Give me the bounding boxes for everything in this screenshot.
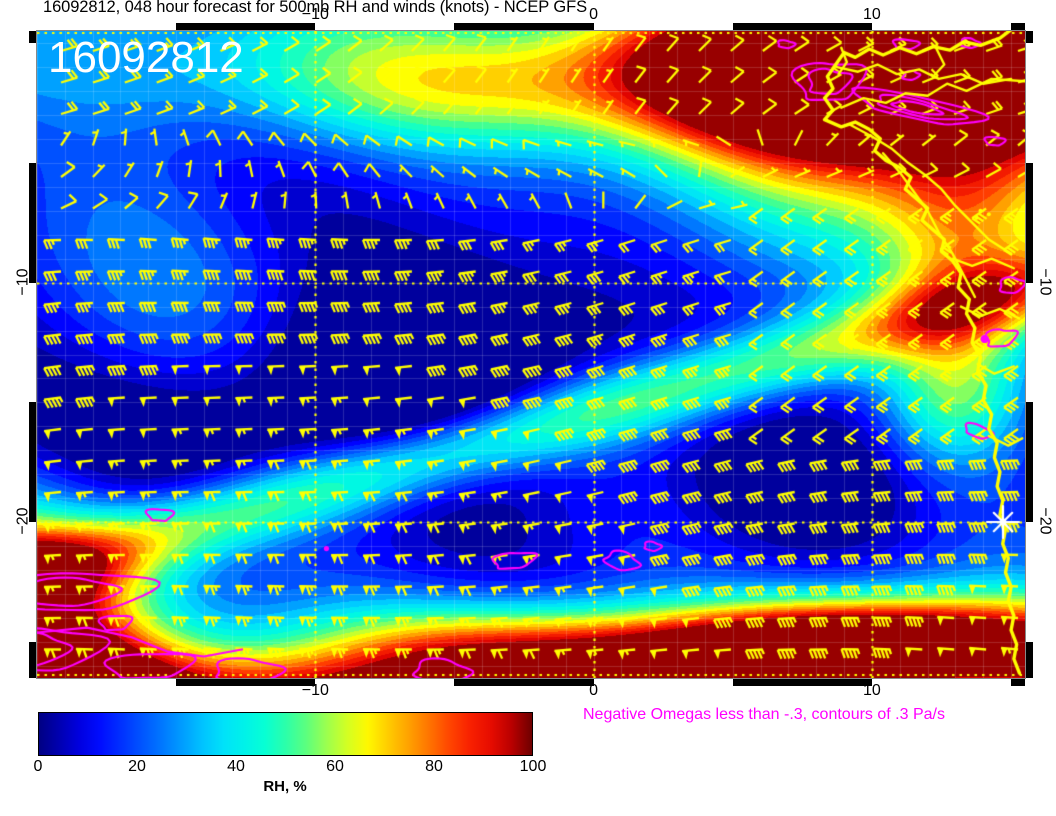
chart-title: 16092812, 048 hour forecast for 500mb RH… — [43, 0, 587, 16]
y-axis-tick-label: −10 — [1036, 268, 1054, 296]
axis-tick-bar — [37, 679, 177, 686]
plot-area — [37, 31, 1025, 678]
axis-tick-bar — [315, 679, 455, 686]
axis-tick-bar — [1026, 522, 1033, 643]
axis-tick-bar — [732, 679, 872, 686]
colorbar-tick-labels: 0 20 40 60 80 100 — [0, 758, 1056, 780]
axis-tick-bar — [732, 23, 872, 30]
colorbar-tick-20: 20 — [128, 758, 146, 775]
colorbar-axis-label: RH, % — [263, 778, 307, 795]
axis-tick-bar — [176, 23, 316, 30]
axis-tick-bar — [37, 23, 177, 30]
axis-tick-bar — [871, 679, 1012, 686]
colorbar-tick-100: 100 — [519, 758, 547, 775]
axis-tick-bar — [176, 679, 316, 686]
x-axis-tick-label: 0 — [589, 682, 599, 699]
axis-tick-bar — [29, 402, 36, 523]
axis-tick-bar — [593, 23, 733, 30]
x-axis-tick-label: 10 — [863, 682, 881, 699]
y-axis-tick-label: −20 — [1036, 507, 1054, 535]
omega-annotation: Negative Omegas less than -.3, contours … — [583, 706, 945, 723]
colorbar-tick-60: 60 — [326, 758, 344, 775]
axis-tick-bar — [1026, 642, 1033, 678]
y-axis-tick-label: −20 — [14, 507, 32, 535]
y-axis-tick-label: −10 — [14, 268, 32, 296]
coastline-and-omega-layer — [37, 31, 1025, 678]
x-axis-tick-label: 10 — [863, 6, 881, 23]
axis-tick-bar — [29, 522, 36, 643]
axis-tick-bar — [1026, 162, 1033, 283]
colorbar — [38, 712, 533, 756]
axis-tick-bar — [1026, 402, 1033, 523]
x-axis-tick-label: 0 — [589, 6, 599, 23]
axis-tick-bar — [871, 23, 1012, 30]
axis-tick-bar — [29, 31, 36, 43]
axis-tick-bar — [454, 23, 594, 30]
axis-tick-bar — [1026, 42, 1033, 163]
axis-tick-bar — [593, 679, 733, 686]
axis-tick-bar — [1026, 282, 1033, 403]
run-timestamp-stamp: 16092812 — [48, 33, 244, 82]
axis-tick-bar — [1011, 23, 1025, 30]
axis-tick-bar — [315, 23, 455, 30]
colorbar-tick-80: 80 — [425, 758, 443, 775]
axis-tick-bar — [29, 642, 36, 678]
colorbar-tick-40: 40 — [227, 758, 245, 775]
x-axis-tick-label: −10 — [301, 682, 329, 699]
axis-tick-bar — [29, 42, 36, 163]
colorbar-tick-0: 0 — [33, 758, 43, 775]
axis-tick-bar — [454, 679, 594, 686]
axis-tick-bar — [29, 282, 36, 403]
axis-tick-bar — [29, 162, 36, 283]
x-axis-tick-label: −10 — [301, 6, 329, 23]
axis-tick-bar — [1026, 31, 1033, 43]
axis-tick-bar — [1011, 679, 1025, 686]
